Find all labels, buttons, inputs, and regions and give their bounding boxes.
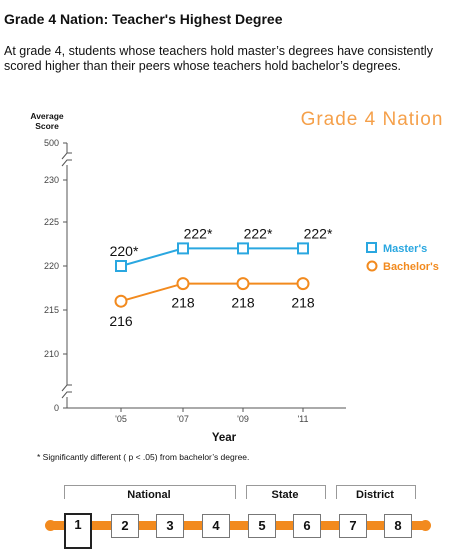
nav-step-4[interactable]: 4 (202, 514, 230, 538)
nav-step-8[interactable]: 8 (384, 514, 412, 538)
line-chart: Grade 4 Nation Average Score 0 210 215 220 2… (30, 109, 444, 462)
x-tick-label: '09 (237, 414, 249, 424)
y-tick-label: 500 (44, 138, 59, 148)
nav-step-6[interactable]: 6 (293, 514, 321, 538)
series-line-bachelors (120, 282, 303, 303)
series-line-masters (120, 247, 303, 267)
y-axis-label-line2: Score (35, 121, 59, 131)
y-tick-label: 210 (44, 349, 59, 359)
y-tick-label: 230 (44, 175, 59, 185)
data-point-masters (237, 242, 249, 255)
y-axis-label-line1: Average (30, 111, 64, 121)
nav-group-bracket-national (64, 485, 236, 499)
data-label: 222* (304, 225, 333, 241)
data-label: 222* (184, 225, 213, 241)
axis-break-top-icon (61, 152, 72, 167)
chart-axes (61, 143, 346, 409)
nav-group-district: District (356, 489, 394, 501)
data-label: 218 (231, 295, 255, 311)
nav-track-end (420, 520, 431, 531)
data-point-masters (177, 242, 189, 255)
legend-square-icon (366, 242, 377, 253)
nav-step-2[interactable]: 2 (111, 514, 139, 538)
x-axis-label: Year (212, 432, 237, 444)
x-tick-label: '07 (177, 414, 189, 424)
nav-step-3[interactable]: 3 (156, 514, 184, 538)
nav-step-5[interactable]: 5 (248, 514, 276, 538)
nav-group-bracket-district (336, 485, 416, 499)
legend-masters: Master's (383, 243, 427, 255)
data-point-bachelors (296, 277, 310, 291)
data-point-masters (297, 242, 309, 255)
chart-series: 220* 222* 222* 222* 216 218 218 218 (109, 225, 333, 329)
y-tick-label: 215 (44, 305, 59, 315)
legend-bachelors: Bachelor's (383, 261, 439, 273)
y-tick-label: 220 (44, 261, 59, 271)
page-subtitle: At grade 4, students whose teachers hold… (4, 44, 433, 73)
data-label: 218 (171, 295, 195, 311)
data-point-masters (115, 260, 127, 272)
data-point-bachelors (236, 277, 250, 291)
nav-step-7[interactable]: 7 (339, 514, 367, 538)
legend-circle-icon (366, 260, 378, 272)
data-point-bachelors (176, 277, 190, 291)
nav-group-national: National (127, 489, 171, 501)
chart-legend: Master's Bachelor's (364, 239, 439, 281)
nav-step-1[interactable]: 1 (64, 513, 92, 549)
y-axis-ticks: 0 210 215 220 225 230 500 (44, 138, 67, 413)
x-tick-label: '11 (297, 414, 308, 424)
nav-group-bracket-state (246, 485, 326, 499)
x-axis-ticks: '05 '07 '09 '11 (115, 408, 309, 424)
axis-break-bottom-icon (61, 384, 72, 399)
chart-footnote: * Significantly different ( p < .05) fro… (37, 452, 249, 462)
chart-watermark: Grade 4 Nation (301, 109, 444, 130)
data-label: 222* (244, 225, 273, 241)
data-point-bachelors (114, 294, 128, 308)
x-tick-label: '05 (115, 414, 127, 424)
y-tick-label: 0 (54, 403, 59, 413)
nav-track (50, 521, 430, 530)
data-label: 216 (109, 313, 133, 329)
nav-group-state: State (271, 489, 299, 501)
data-label: 220* (110, 243, 139, 259)
y-tick-label: 225 (44, 217, 59, 227)
page-title: Grade 4 Nation: Teacher's Highest Degree (4, 11, 283, 27)
data-label: 218 (291, 295, 315, 311)
